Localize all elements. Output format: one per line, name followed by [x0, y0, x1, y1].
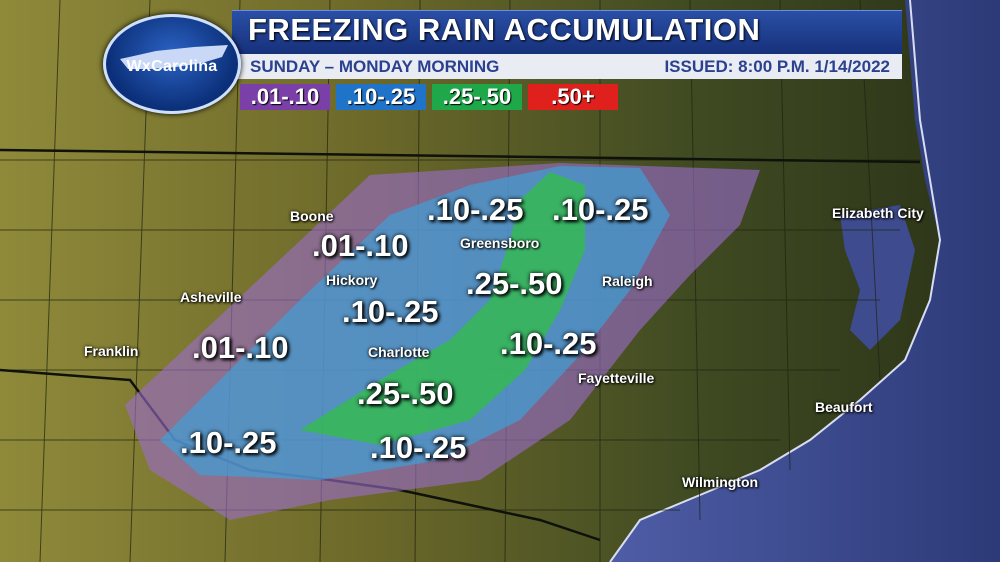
amount-label: .10-.25: [500, 326, 597, 361]
city-label-beaufort: Beaufort: [815, 399, 873, 415]
legend-item-purple: .01-.10: [240, 84, 330, 110]
subtitle-bar: [232, 54, 902, 79]
title-bar: [232, 10, 902, 55]
city-label-asheville: Asheville: [180, 289, 242, 305]
state-border: [0, 148, 921, 164]
city-label-raleigh: Raleigh: [602, 273, 653, 289]
sound-area: [840, 205, 915, 350]
amount-label: .10-.25: [427, 192, 524, 227]
city-label-wilmington: Wilmington: [682, 474, 759, 490]
legend-item-red: .50+: [528, 84, 618, 110]
ocean-area: [610, 0, 1000, 562]
city-label-boone: Boone: [290, 208, 334, 224]
amount-label: .10-.25: [370, 430, 467, 465]
time-period: SUNDAY – MONDAY MORNING: [250, 57, 500, 76]
city-label-fayetteville: Fayetteville: [578, 370, 655, 386]
logo-text: WxCarolina: [126, 58, 218, 75]
logo-badge: [103, 14, 241, 114]
issued-time: ISSUED: 8:00 P.M. 1/14/2022: [664, 57, 890, 76]
zone-green: [300, 172, 585, 445]
city-label-elizabeth-city: Elizabeth City: [832, 205, 924, 221]
city-label-greensboro: Greensboro: [460, 235, 540, 251]
amount-label: .01-.10: [192, 330, 289, 365]
city-label-hickory: Hickory: [326, 272, 378, 288]
map-title: FREEZING RAIN ACCUMULATION: [248, 12, 761, 47]
amount-label: .10-.25: [552, 192, 649, 227]
amount-label: .10-.25: [180, 425, 277, 460]
amount-label: .25-.50: [357, 376, 454, 411]
legend-item-blue: .10-.25: [336, 84, 426, 110]
city-label-franklin: Franklin: [84, 343, 139, 359]
amount-label: .01-.10: [312, 228, 409, 263]
nc-state-icon: [120, 45, 228, 69]
city-label-charlotte: Charlotte: [368, 344, 430, 360]
amount-label: .25-.50: [466, 266, 563, 301]
amount-label: .10-.25: [342, 294, 439, 329]
legend-item-green: .25-.50: [432, 84, 522, 110]
